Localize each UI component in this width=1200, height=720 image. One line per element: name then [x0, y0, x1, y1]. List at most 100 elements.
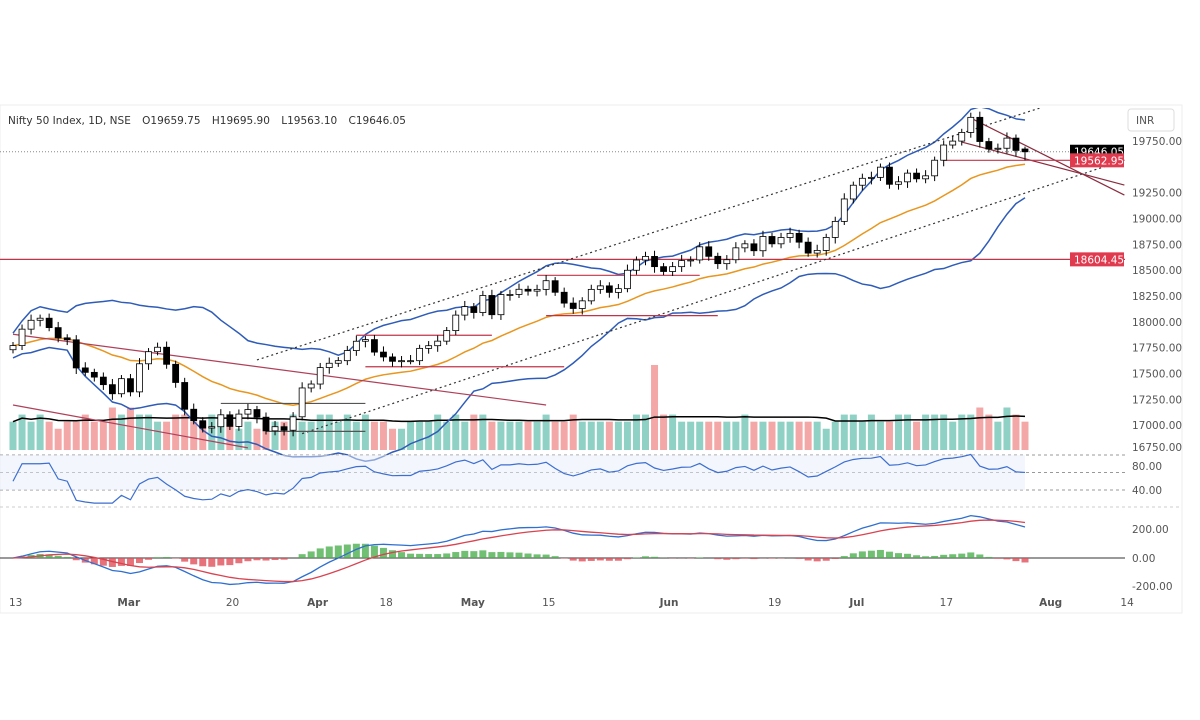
macd-histogram-bar	[822, 558, 830, 561]
volume-bar	[154, 421, 162, 450]
volume-bar	[90, 421, 98, 450]
candle-body	[867, 176, 875, 179]
macd-histogram-bar	[741, 558, 749, 559]
macd-histogram-bar	[506, 552, 514, 558]
volume-bar	[316, 414, 324, 450]
volume-bar	[587, 421, 595, 450]
volume-bar	[750, 421, 758, 450]
candle-body	[633, 259, 640, 271]
candle-body	[371, 339, 378, 353]
macd-histogram-bar	[145, 558, 153, 560]
volume-bar	[533, 421, 541, 450]
volume-bar	[777, 421, 785, 450]
macd-histogram-bar	[605, 558, 613, 561]
currency-button[interactable]	[1127, 108, 1175, 132]
candle-body	[235, 413, 243, 427]
macd-histogram-bar	[163, 557, 171, 558]
candle-body	[533, 288, 541, 292]
candle-body	[596, 285, 604, 290]
macd-histogram-bar	[922, 556, 930, 558]
candle-body	[479, 295, 487, 313]
volume-bar	[669, 414, 677, 450]
trend-line	[12, 333, 547, 406]
candle-body	[497, 294, 505, 316]
volume-bar	[361, 414, 369, 450]
macd-histogram-bar	[452, 552, 460, 558]
macd-histogram-bar	[217, 558, 225, 566]
macd-histogram-bar	[343, 544, 351, 558]
candle-body	[696, 246, 704, 261]
macd-histogram-bar	[99, 558, 107, 566]
volume-bar	[199, 421, 207, 450]
candle-body	[587, 288, 595, 302]
candle-body	[90, 371, 98, 378]
candle-body	[452, 314, 460, 332]
candle-body	[244, 409, 252, 415]
volume-bar	[54, 428, 62, 450]
candle-body	[624, 269, 631, 290]
candle-body	[298, 387, 306, 418]
volume-bar	[949, 421, 957, 450]
macd-histogram-bar	[551, 556, 559, 558]
candle-body	[904, 172, 911, 183]
volume-bar	[1012, 414, 1020, 450]
candle-body	[289, 416, 297, 431]
macd-histogram-bar	[1021, 558, 1029, 563]
macd-histogram-bar	[614, 558, 622, 561]
volume-bar	[280, 421, 288, 450]
candle-body	[208, 426, 216, 429]
candle-body	[795, 232, 803, 243]
volume-bar	[253, 428, 261, 450]
plot-layer: 19750.00 19250.00 19000.00 18750.00 18500.00…	[0, 108, 1182, 609]
macd-histogram-bar	[795, 558, 803, 559]
macd-histogram-bar	[479, 550, 487, 558]
macd-histogram-bar	[181, 558, 189, 562]
candle-body	[678, 260, 686, 268]
candle-body	[750, 243, 758, 252]
volume-bar	[994, 421, 1002, 450]
volume-bar	[660, 414, 668, 450]
macd-histogram-bar	[307, 551, 315, 558]
macd-histogram-bar	[416, 553, 424, 558]
macd-histogram-bar	[542, 554, 550, 558]
volume-bar	[172, 414, 180, 450]
price-tick-label: 17750.00	[1132, 343, 1182, 355]
candle-body	[660, 266, 667, 272]
volume-bar	[235, 428, 243, 450]
volume-bar	[867, 414, 875, 450]
candle-body	[108, 384, 116, 395]
candle-body	[551, 280, 559, 293]
volume-bar	[72, 421, 80, 450]
macd-histogram-bar	[136, 558, 143, 564]
candle-body	[967, 116, 975, 133]
volume-bar	[759, 421, 767, 450]
volume-bar	[696, 421, 704, 450]
macd-histogram-bar	[434, 554, 442, 558]
macd-histogram-bar	[271, 558, 279, 561]
macd-histogram-bar	[723, 558, 731, 560]
candle-body	[614, 288, 622, 293]
candle-body	[262, 416, 270, 432]
volume-bar	[786, 421, 794, 450]
candle-body	[958, 132, 966, 142]
macd-histogram-bar	[533, 554, 541, 558]
macd-histogram-bar	[262, 558, 270, 561]
volume-bar	[605, 421, 613, 450]
candle-body	[316, 367, 324, 385]
low-value: L19563.10	[281, 115, 337, 127]
candle-body	[777, 237, 785, 245]
volume-bar	[416, 421, 424, 450]
volume-bar	[714, 421, 722, 450]
time-tick-label: Apr	[307, 597, 329, 609]
volume-bar	[885, 421, 893, 450]
candle-body	[605, 285, 613, 293]
volume-bar	[651, 365, 659, 450]
volume-bar	[36, 414, 44, 450]
volume-bar	[831, 421, 839, 450]
macd-histogram-bar	[63, 556, 71, 558]
macd-histogram-bar	[90, 558, 98, 565]
macd-histogram-bar	[524, 553, 532, 558]
macd-histogram-bar	[750, 558, 758, 560]
candle-body	[542, 280, 550, 290]
